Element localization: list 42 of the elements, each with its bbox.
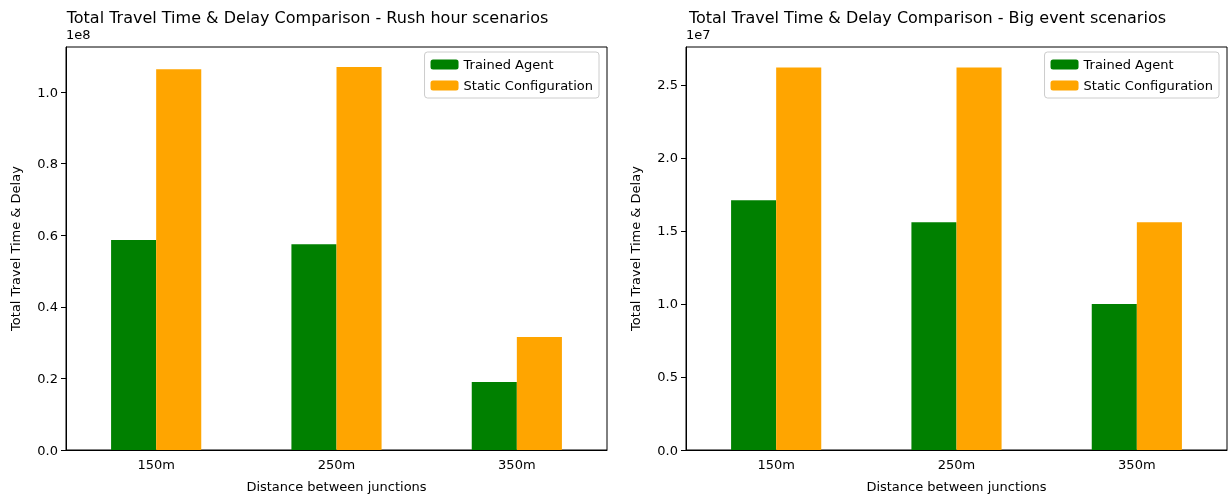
y-tick-label: 1.0 (37, 84, 58, 100)
y-tick-label: 2.5 (657, 77, 678, 93)
bar (911, 222, 957, 450)
y-tick-label: 0.5 (657, 369, 678, 385)
bar (956, 67, 1002, 450)
y-tick-label: 0.0 (37, 442, 58, 458)
chart-title: Total Travel Time & Delay Comparison - Rush hour scenarios (65, 7, 549, 27)
y-tick-label: 2.0 (657, 150, 678, 166)
y-tick-label: 0.4 (37, 299, 58, 315)
text: 1e7 (686, 27, 711, 42)
legend-label: Trained Agent (1082, 57, 1174, 72)
text: 1e8 (66, 27, 91, 42)
y-tick-label: 0.8 (37, 156, 58, 172)
chart-title: Total Travel Time & Delay Comparison - Big event scenarios (687, 7, 1167, 27)
x-tick-label: 350m (1118, 457, 1156, 472)
y-tick-label: 1.5 (657, 223, 678, 239)
x-axis-title: Distance between junctions (866, 479, 1047, 494)
bar (516, 336, 562, 450)
x-tick-label: 250m (937, 457, 976, 472)
y-axis-title: Total Travel Time & Delay (628, 165, 643, 332)
y-tick-label: 0.6 (37, 227, 58, 243)
x-tick-label: 150m (137, 457, 175, 472)
y-tick-label: 0.2 (37, 370, 58, 386)
x-tick-label: 350m (498, 457, 536, 472)
bar (156, 69, 202, 450)
bar (291, 244, 337, 450)
bar (776, 67, 822, 450)
y-tick-label: 1.0 (657, 296, 678, 312)
legend-label: Static Configuration (1083, 78, 1213, 93)
legend-label: Trained Agent (462, 57, 554, 72)
bar (1136, 222, 1182, 450)
bar (731, 200, 777, 450)
y-tick-label: 0.0 (657, 442, 678, 458)
x-axis-title: Distance between junctions (246, 479, 427, 494)
bar (336, 67, 382, 450)
x-tick-label: 150m (757, 457, 795, 472)
bar (111, 239, 157, 450)
bar (1091, 303, 1137, 450)
bar (471, 382, 517, 450)
y-axis-title: Total Travel Time & Delay (8, 165, 23, 332)
x-tick-label: 250m (317, 457, 356, 472)
legend-label: Static Configuration (463, 78, 593, 93)
